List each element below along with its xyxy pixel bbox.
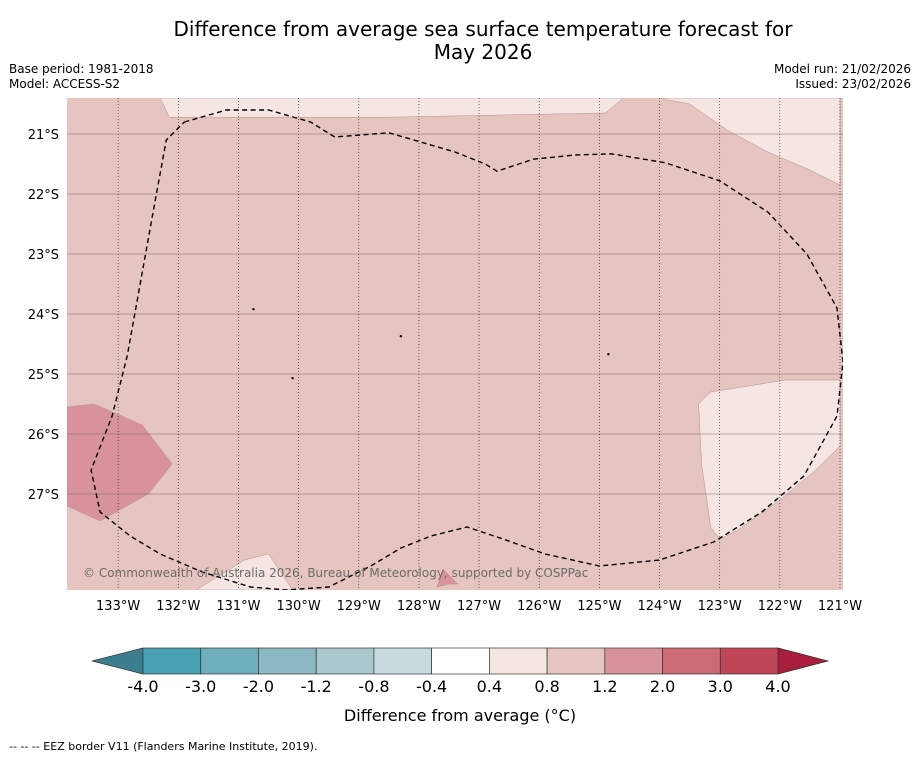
colorbar-over-arrow	[777, 647, 830, 675]
colorbar-label: Difference from average (°C)	[344, 706, 576, 725]
latitude-gridlines	[67, 133, 843, 495]
lon-tick-label: 132°W	[156, 599, 200, 614]
lon-tick-label: 131°W	[216, 599, 260, 614]
lat-tick-label: 23°S	[28, 248, 59, 263]
colorbar-segment	[431, 647, 490, 675]
anomaly-region-3	[195, 553, 293, 590]
colorbar-segment	[258, 647, 317, 675]
colorbar-tick-label: 2.0	[650, 677, 675, 696]
meta-right: Model run: 21/02/2026 Issued: 23/02/2026	[774, 62, 911, 92]
colorbar-tick-label: 3.0	[708, 677, 733, 696]
lon-tick-label: 126°W	[517, 599, 561, 614]
lon-tick-label: 133°W	[96, 599, 140, 614]
colorbar-segment	[604, 647, 663, 675]
lat-tick-label: 22°S	[28, 188, 59, 203]
lon-tick-label: 125°W	[577, 599, 621, 614]
lon-tick-label: 128°W	[397, 599, 441, 614]
colorbar-segment	[373, 647, 432, 675]
eez-border-line	[90, 109, 843, 590]
lat-tick-label: 27°S	[28, 488, 59, 503]
lon-tick-label: 124°W	[637, 599, 681, 614]
lon-tick-label: 129°W	[337, 599, 381, 614]
meta-left: Base period: 1981-2018 Model: ACCESS-S2	[9, 62, 154, 92]
islands	[252, 308, 610, 380]
model-text: Model: ACCESS-S2	[9, 77, 121, 91]
anomaly-region-4	[67, 403, 173, 522]
chart-title: Difference from average sea surface temp…	[0, 18, 919, 64]
colorbar-tick-label: 0.8	[534, 677, 559, 696]
lon-tick-label: 123°W	[698, 599, 742, 614]
colorbar-segment	[719, 647, 779, 675]
lat-tick-label: 24°S	[28, 308, 59, 323]
colorbar-tick-label: -1.2	[301, 677, 332, 696]
colorbar-segment	[200, 647, 259, 675]
lat-tick-label: 21°S	[28, 128, 59, 143]
lon-tick-label: 130°W	[277, 599, 321, 614]
island-marker	[291, 377, 294, 380]
anomaly-region-5	[436, 568, 459, 588]
colorbar-segment	[546, 647, 606, 675]
lat-tick-label: 25°S	[28, 368, 59, 383]
model-run-text: Model run: 21/02/2026	[773, 62, 911, 76]
eez-legend-note: -- -- -- EEZ border V11 (Flanders Marine…	[9, 740, 318, 753]
colorbar: -4.0 -3.0 -2.0 -1.2 -0.8 -0.4 0.4 0.8 1.2 2.0 3.0 4…	[91, 647, 830, 696]
colorbar-tick-label: -0.8	[358, 677, 389, 696]
colorbar-segment	[489, 647, 548, 675]
colorbar-tick-label: 1.2	[592, 677, 617, 696]
chart-title-line1: Difference from average sea surface temp…	[173, 17, 793, 41]
longitude-gridlines	[117, 98, 841, 590]
copyright-text: © Commonwealth of Australia 2026, Bureau…	[83, 566, 588, 580]
anomaly-regions	[67, 98, 841, 590]
anomaly-region-0	[659, 98, 841, 186]
chart-title-line2: May 2026	[433, 40, 533, 64]
base-period-text: Base period: 1981-2018	[9, 62, 154, 76]
colorbar-segment	[662, 647, 721, 675]
colorbar-under-arrow	[91, 647, 144, 675]
colorbar-segment	[142, 647, 202, 675]
lon-tick-label: 122°W	[758, 599, 802, 614]
colorbar-tick-label: -3.0	[185, 677, 216, 696]
colorbar-tick-label: -0.4	[416, 677, 447, 696]
latitude-tick-labels: 21°S 22°S 23°S 24°S 25°S 26°S 27°S	[28, 128, 59, 503]
lat-tick-label: 26°S	[28, 428, 59, 443]
issued-text: Issued: 23/02/2026	[795, 77, 911, 91]
colorbar-tick-label: 4.0	[765, 677, 790, 696]
island-marker	[399, 335, 403, 338]
colorbar-tick-label: -4.0	[127, 677, 158, 696]
colorbar-tick-label: 0.4	[477, 677, 502, 696]
island-marker	[252, 308, 255, 311]
longitude-tick-labels: 133°W 132°W 131°W 130°W 129°W 128°W 127°W 126°W…	[96, 599, 862, 614]
colorbar-segment	[315, 647, 375, 675]
anomaly-region-2	[698, 379, 841, 540]
lon-tick-label: 121°W	[818, 599, 862, 614]
island-marker	[607, 353, 610, 356]
lon-tick-label: 127°W	[457, 599, 501, 614]
colorbar-tick-label: -2.0	[243, 677, 274, 696]
